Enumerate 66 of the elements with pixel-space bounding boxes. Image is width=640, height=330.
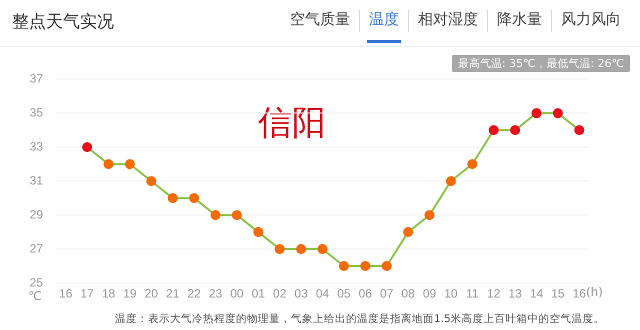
point [189,193,200,204]
x-tick-label: 22 [187,286,202,301]
x-tick-label: 01 [252,286,266,301]
x-tick-label: 19 [123,286,137,301]
x-tick-label: 17 [80,286,94,301]
x-tick-label: 14 [530,286,544,301]
point [488,125,499,136]
point [318,244,328,254]
x-tick-label: 10 [444,286,458,301]
x-tick-label: 08 [401,286,416,301]
point [467,159,478,170]
x-tick-label: 06 [358,286,372,301]
y-axis-title: ℃ [28,289,42,304]
x-tick-label: 13 [508,286,522,301]
x-tick-label: 09 [422,286,436,301]
point [232,210,242,220]
x-tick-label: 21 [166,286,180,301]
x-tick-label: 16 [572,286,586,301]
point [168,193,178,204]
x-tick-label: 03 [294,286,308,301]
y-tick-label: 25 [30,275,44,290]
point [360,261,370,272]
point [403,227,414,238]
y-tick-label: 31 [30,173,44,188]
point [124,159,135,170]
point [296,244,306,254]
point [104,159,114,170]
text: 空气质量 [289,10,351,30]
y-tick-label: 33 [30,139,44,154]
x-tick-label: 20 [144,286,158,301]
x-tick-label: 18 [102,286,116,301]
point [274,244,285,254]
point [253,227,264,238]
point [146,176,156,186]
x-tick-label: 11 [466,286,479,301]
point [552,108,563,118]
point [338,261,349,272]
text: 温度：表示大气冷热程度的物理量，气象上给出的温度是指离地面1.5米高度上百叶箱中的空气温度。 [115,312,605,326]
x-tick-label: 04 [316,286,330,301]
text: 最高气温: 35℃，最低气温: 26℃ [452,55,630,72]
chart-title: 整点天气实况 [12,11,114,33]
x-tick-label: 02 [273,286,287,301]
y-tick-label: 27 [30,241,44,256]
point [574,125,584,136]
x-tick-label: 23 [208,286,222,301]
text: 降水量 [487,10,551,32]
point [82,142,92,152]
point [510,125,520,136]
y-tick-label: 35 [30,105,44,120]
text: 相对湿度 [408,10,487,32]
text: 风力风向 [551,10,630,32]
x-axis-title: (h) [586,285,603,300]
point [210,210,220,220]
y-tick-label: 37 [30,72,44,86]
point [532,108,542,118]
point [424,210,434,220]
point [446,176,456,186]
x-tick-label: 07 [380,286,394,301]
x-tick-label: 15 [551,286,565,301]
x-tick-label: 16 [59,286,73,301]
x-tick-label: 12 [487,286,501,301]
point [382,261,392,272]
x-tick-label: 05 [337,286,351,301]
x-tick-label: 00 [230,286,244,301]
text: 温度 [359,10,408,32]
y-tick-label: 29 [30,207,44,222]
